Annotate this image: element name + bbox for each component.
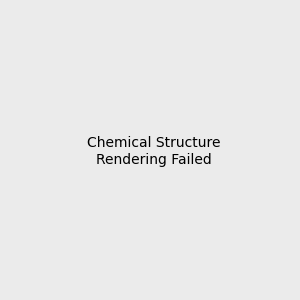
Text: Chemical Structure
Rendering Failed: Chemical Structure Rendering Failed xyxy=(87,136,220,166)
